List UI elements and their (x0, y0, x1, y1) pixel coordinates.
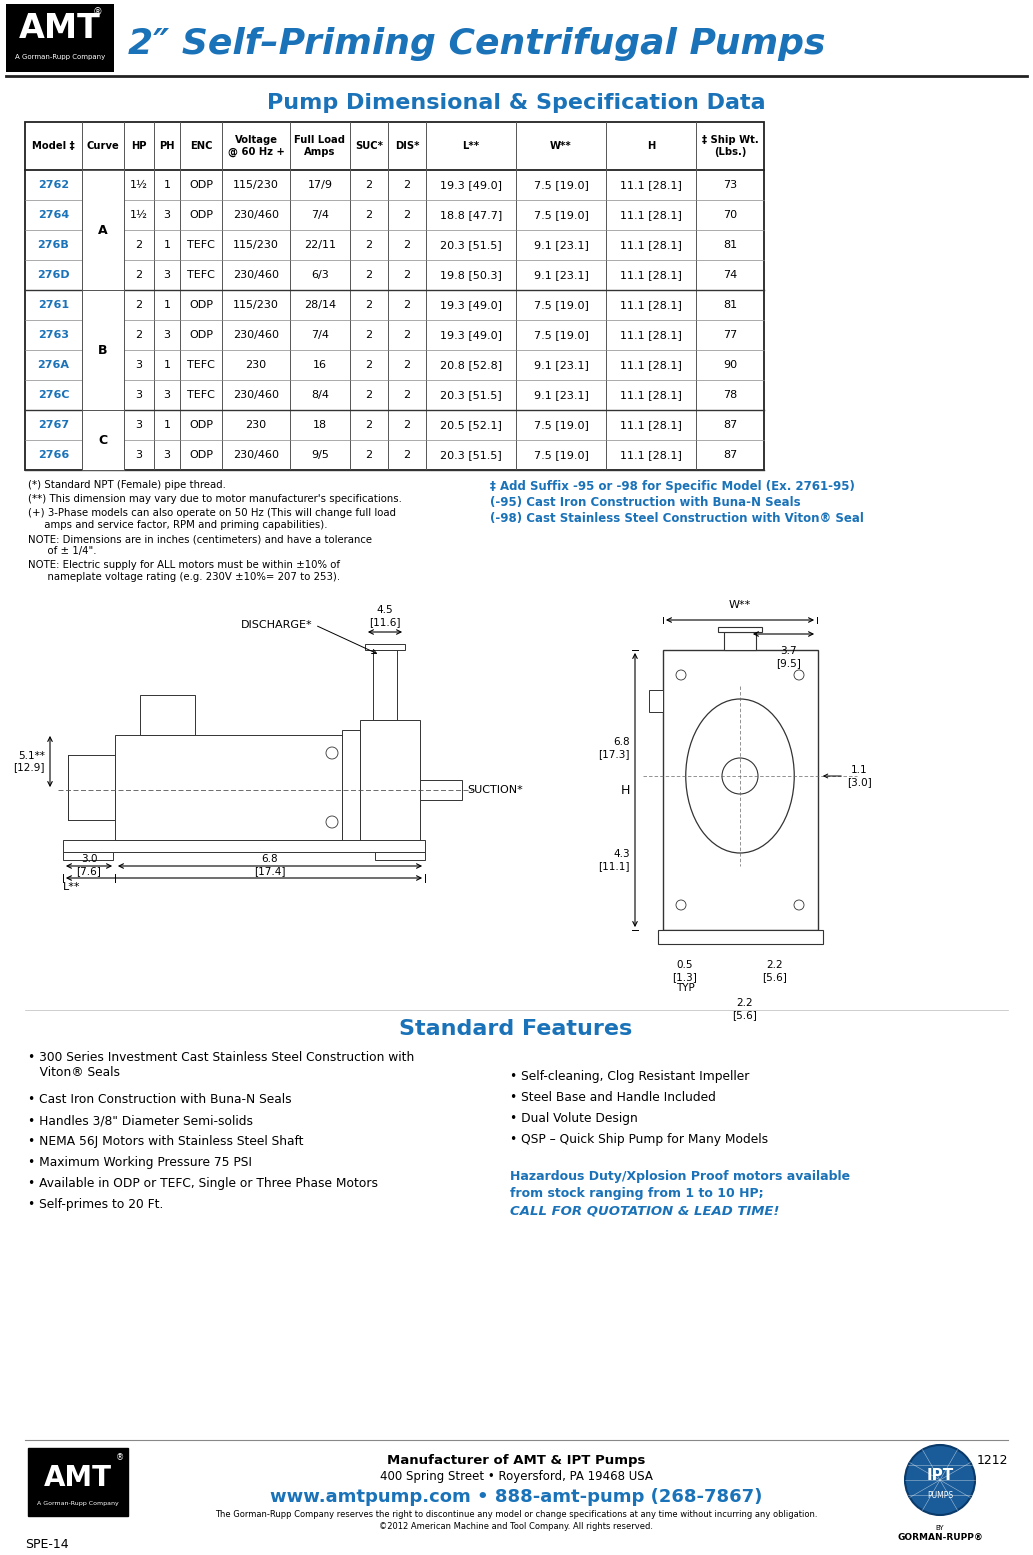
Text: 2: 2 (404, 239, 410, 250)
Text: 230/460: 230/460 (233, 271, 279, 280)
Text: 11.1 [28.1]: 11.1 [28.1] (620, 180, 682, 190)
Text: 16: 16 (313, 361, 327, 370)
Text: 9.1 [23.1]: 9.1 [23.1] (534, 239, 589, 250)
Bar (663, 650, 818, 930)
Text: PH: PH (159, 142, 175, 151)
Bar (375, 852, 425, 860)
Text: HP: HP (131, 142, 147, 151)
Text: TEFC: TEFC (187, 390, 215, 400)
Text: 2: 2 (366, 271, 373, 280)
Text: 2″ Self–Priming Centrifugal Pumps: 2″ Self–Priming Centrifugal Pumps (128, 26, 825, 61)
Text: 7.5 [19.0]: 7.5 [19.0] (534, 210, 589, 219)
Text: 6.8
[17.3]: 6.8 [17.3] (598, 737, 630, 759)
Bar (649, 690, 663, 712)
Text: 7.5 [19.0]: 7.5 [19.0] (534, 300, 589, 309)
Text: Voltage
@ 60 Hz +: Voltage @ 60 Hz + (227, 135, 284, 157)
Text: ©2012 American Machine and Tool Company. All rights reserved.: ©2012 American Machine and Tool Company.… (379, 1522, 653, 1532)
Text: 2: 2 (135, 330, 143, 341)
Text: from stock ranging from 1 to 10 HP;: from stock ranging from 1 to 10 HP; (510, 1186, 763, 1200)
Text: 2: 2 (135, 271, 143, 280)
Text: 2764: 2764 (38, 210, 69, 219)
Text: Curve: Curve (87, 142, 120, 151)
Text: 7.5 [19.0]: 7.5 [19.0] (534, 420, 589, 431)
Text: CALL FOR QUOTATION & LEAD TIME!: CALL FOR QUOTATION & LEAD TIME! (510, 1204, 779, 1218)
Text: 2: 2 (366, 239, 373, 250)
Text: 20.8 [52.8]: 20.8 [52.8] (440, 361, 502, 370)
Bar (82, 169, 124, 289)
Text: • NEMA 56J Motors with Stainless Steel Shaft: • NEMA 56J Motors with Stainless Steel S… (28, 1135, 304, 1148)
Text: SPE-14: SPE-14 (25, 1538, 68, 1552)
Text: TEFC: TEFC (187, 239, 215, 250)
Text: ODP: ODP (189, 449, 213, 460)
Bar (82, 411, 124, 470)
Text: 1.1
[3.0]: 1.1 [3.0] (847, 765, 872, 787)
Text: 115/230: 115/230 (233, 180, 279, 190)
Text: 3: 3 (163, 271, 170, 280)
Text: • Self-cleaning, Clog Resistant Impeller: • Self-cleaning, Clog Resistant Impeller (510, 1070, 749, 1082)
Text: 7.5 [19.0]: 7.5 [19.0] (534, 330, 589, 341)
Text: (-98) Cast Stainless Steel Construction with Viton® Seal: (-98) Cast Stainless Steel Construction … (490, 512, 864, 526)
Text: 4.3
[11.1]: 4.3 [11.1] (598, 849, 630, 871)
Text: NOTE: Dimensions are in inches (centimeters) and have a tolerance
      of ± 1/4: NOTE: Dimensions are in inches (centimet… (28, 533, 372, 555)
Text: ‡ Add Suffix -95 or -98 for Specific Model (Ex. 2761-95): ‡ Add Suffix -95 or -98 for Specific Mod… (490, 480, 855, 493)
Text: 1: 1 (163, 361, 170, 370)
Text: • Dual Volute Design: • Dual Volute Design (510, 1112, 637, 1124)
Text: 9/5: 9/5 (311, 449, 328, 460)
Text: 22/11: 22/11 (304, 239, 336, 250)
Text: 1: 1 (163, 420, 170, 431)
Text: 276C: 276C (38, 390, 69, 400)
Text: 0.5
[1.3]
TYP: 0.5 [1.3] TYP (672, 959, 697, 994)
Text: GORMAN-RUPP®: GORMAN-RUPP® (897, 1533, 983, 1543)
Text: 2: 2 (404, 420, 410, 431)
Text: 2: 2 (404, 361, 410, 370)
Text: 2: 2 (366, 390, 373, 400)
Text: 11.1 [28.1]: 11.1 [28.1] (620, 300, 682, 309)
Text: 73: 73 (723, 180, 738, 190)
Text: 2: 2 (366, 420, 373, 431)
Text: 9.1 [23.1]: 9.1 [23.1] (534, 361, 589, 370)
Text: 3: 3 (135, 361, 143, 370)
Text: 19.3 [49.0]: 19.3 [49.0] (440, 180, 502, 190)
Bar (10, 8, 109, 67)
Text: 1½: 1½ (130, 210, 148, 219)
Text: BY: BY (936, 1525, 944, 1532)
Text: 3: 3 (163, 330, 170, 341)
Bar (342, 729, 359, 844)
Text: 20.5 [52.1]: 20.5 [52.1] (440, 420, 502, 431)
Text: (*) Standard NPT (Female) pipe thread.: (*) Standard NPT (Female) pipe thread. (28, 480, 226, 490)
Text: 230/460: 230/460 (233, 390, 279, 400)
Text: 28/14: 28/14 (304, 300, 336, 309)
Text: 2: 2 (366, 210, 373, 219)
Bar (63, 840, 425, 852)
Text: 6/3: 6/3 (311, 271, 328, 280)
Text: 1: 1 (163, 300, 170, 309)
Text: 4.5
[11.6]: 4.5 [11.6] (369, 605, 401, 627)
Text: • Steel Base and Handle Included: • Steel Base and Handle Included (510, 1092, 716, 1104)
Bar (63, 852, 113, 860)
Text: H: H (647, 142, 655, 151)
Text: 2: 2 (404, 330, 410, 341)
Text: 18: 18 (313, 420, 327, 431)
Text: 2: 2 (404, 449, 410, 460)
Text: 81: 81 (723, 239, 738, 250)
Text: A Gorman-Rupp Company: A Gorman-Rupp Company (37, 1502, 119, 1507)
Text: 90: 90 (723, 361, 738, 370)
Text: 78: 78 (723, 390, 738, 400)
Text: 11.1 [28.1]: 11.1 [28.1] (620, 390, 682, 400)
Text: www.amtpump.com • 888-amt-pump (268-7867): www.amtpump.com • 888-amt-pump (268-7867… (270, 1488, 762, 1505)
Text: 2: 2 (366, 449, 373, 460)
Text: 7.5 [19.0]: 7.5 [19.0] (534, 449, 589, 460)
Bar (6, 5, 114, 72)
Bar (718, 627, 762, 631)
Text: 7/4: 7/4 (311, 210, 328, 219)
Text: 2: 2 (366, 330, 373, 341)
Text: 11.1 [28.1]: 11.1 [28.1] (620, 420, 682, 431)
Text: 2: 2 (366, 300, 373, 309)
Text: 20.3 [51.5]: 20.3 [51.5] (440, 239, 502, 250)
Text: 5.1**
[12.9]: 5.1** [12.9] (13, 751, 45, 773)
Text: DIS*: DIS* (395, 142, 419, 151)
Text: 3.0
[7.6]: 3.0 [7.6] (76, 854, 101, 875)
Text: (**) This dimension may vary due to motor manufacturer's specifications.: (**) This dimension may vary due to moto… (28, 494, 402, 504)
Text: 6.8
[17.4]: 6.8 [17.4] (254, 854, 286, 875)
Text: 2: 2 (404, 210, 410, 219)
